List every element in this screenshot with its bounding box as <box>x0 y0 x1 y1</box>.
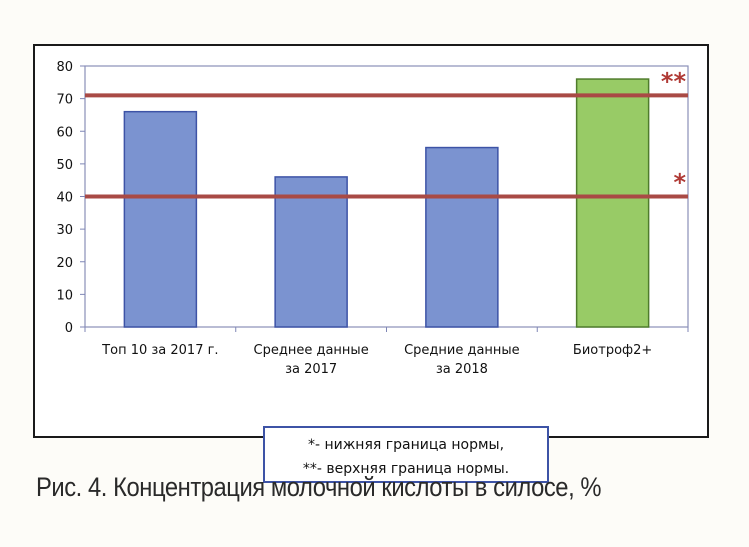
y-tick-label: 60 <box>56 125 73 140</box>
bar <box>123 110 198 328</box>
legend-box: *- нижняя граница нормы, **- верхняя гра… <box>263 426 549 483</box>
legend-line-lower-norm: *- нижняя граница нормы, <box>307 437 505 453</box>
x-category-label: Биотроф2+ <box>573 343 652 358</box>
lower-norm-marker: * <box>673 169 686 197</box>
bar-highlight <box>575 78 650 328</box>
y-tick-label: 40 <box>56 191 73 206</box>
y-tick-label: 0 <box>65 321 73 336</box>
y-tick-label: 70 <box>56 93 73 108</box>
bar-chart: 0 10 20 30 40 50 60 70 80 Топ 10 за 2017 г. Средне… <box>56 60 689 377</box>
bar <box>425 146 499 328</box>
x-category-label: за 2018 <box>436 362 488 377</box>
y-tick-label: 50 <box>56 158 73 173</box>
y-tick-label: 80 <box>56 60 73 75</box>
x-category-label: Средние данные <box>404 343 520 358</box>
y-tick-label: 10 <box>56 288 73 303</box>
legend-line-upper-norm: **- верхняя граница нормы. <box>302 461 510 477</box>
upper-norm-marker: ** <box>661 67 687 95</box>
x-category-label: Топ 10 за 2017 г. <box>101 343 218 358</box>
figure-caption: Рис. 4. Концентрация молочной кислоты в … <box>36 472 602 502</box>
x-category-label: за 2017 <box>285 362 337 377</box>
figure-frame: 0 10 20 30 40 50 60 70 80 Топ 10 за 2017 г. Средне… <box>33 44 709 483</box>
bar <box>274 176 348 328</box>
x-category-label: Среднее данные <box>254 343 369 358</box>
y-tick-label: 20 <box>56 256 73 271</box>
y-tick-label: 30 <box>56 223 73 238</box>
